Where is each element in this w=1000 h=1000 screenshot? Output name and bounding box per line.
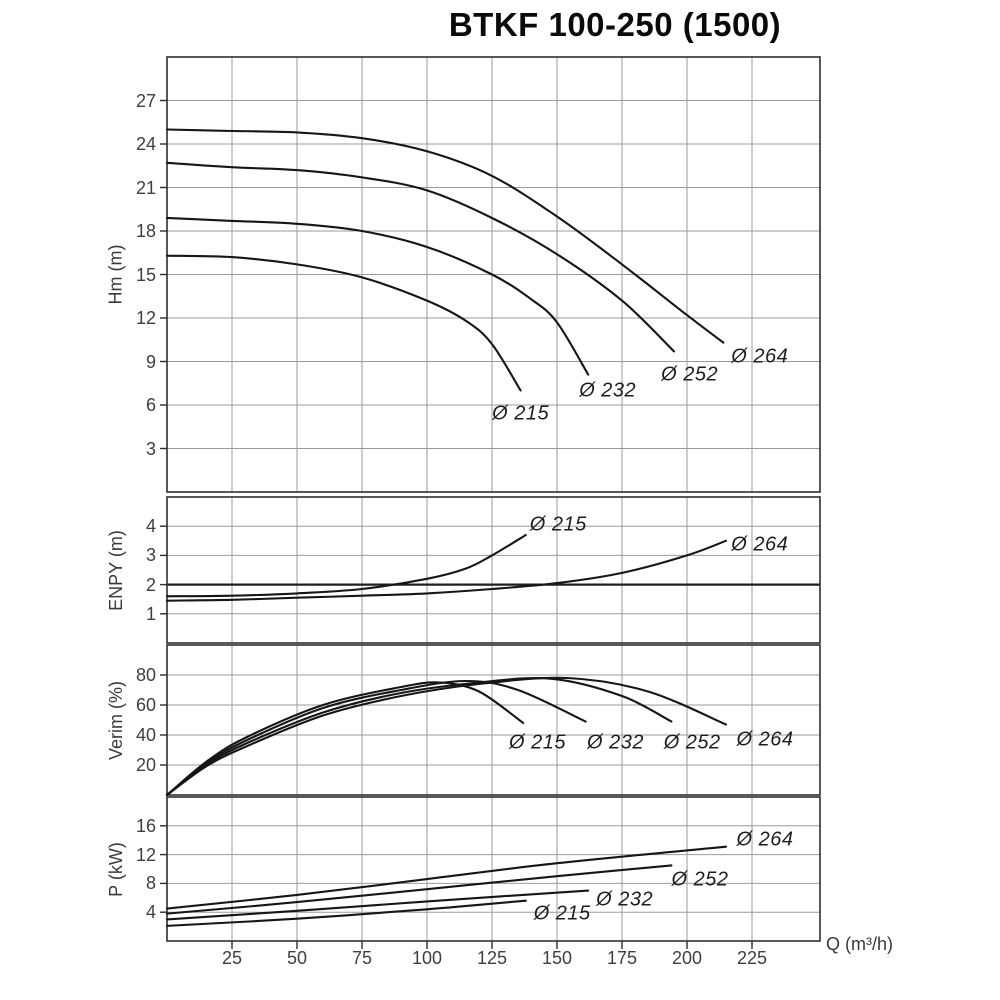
y-tick-label: 12 [135, 844, 156, 865]
y-tick-label: 24 [135, 134, 156, 154]
y-tick-label: 1 [145, 603, 156, 624]
curve-label-head-232: Ø 232 [579, 379, 637, 401]
y-tick-label: 2 [145, 574, 156, 595]
x-tick-label: 175 [606, 948, 638, 968]
y-tick-label: 16 [135, 815, 156, 836]
curve-label-head-215: Ø 215 [492, 402, 550, 425]
curve-label-efficiency-252: Ø 252 [663, 731, 721, 754]
chart-panel-power: P (kW) 4 8 12 16 Ø 264 Ø 252 Ø 232 Ø 215 25 50 75 1… [106, 796, 821, 968]
chart-panel-head: Hm (m) 3 6 9 12 15 18 21 24 27 Ø 264 Ø 252 Ø 232 Ø 2… [106, 56, 821, 493]
curve-label-power-252: Ø 252 [671, 868, 729, 891]
plot-border [166, 644, 821, 796]
curve-label-head-264: Ø 264 [731, 345, 789, 368]
y-tick-label: 15 [135, 264, 156, 285]
curve-label-efficiency-232: Ø 232 [587, 731, 644, 754]
y-tick-label: 12 [135, 308, 156, 328]
y-tick-label: 18 [135, 221, 156, 241]
curve-label-power-215: Ø 215 [533, 902, 591, 925]
efficiency-plot-svg [160, 644, 821, 797]
curve-label-npsh-264: Ø 264 [731, 533, 789, 556]
curve-label-efficiency-264: Ø 264 [736, 728, 794, 750]
curve-head-215 [165, 254, 522, 392]
x-tick-label: 50 [286, 948, 308, 968]
curve-npsh-264 [165, 539, 728, 602]
plot-border [166, 496, 821, 644]
y-tick-label: 8 [145, 873, 156, 894]
curve-efficiency-215 [165, 681, 525, 797]
curve-label-npsh-215: Ø 215 [529, 513, 587, 536]
x-tick-label: 200 [671, 948, 703, 968]
curve-power-264 [165, 845, 728, 910]
y-tick-label: 21 [135, 177, 156, 198]
curve-head-232 [165, 216, 590, 376]
y-tick-label: 27 [135, 90, 156, 111]
plot-border [166, 56, 821, 493]
curve-efficiency-232 [165, 679, 587, 797]
y-tick-label: 9 [145, 351, 156, 372]
y-tick-label: 6 [145, 395, 156, 415]
curve-head-264 [165, 128, 725, 344]
x-tick-label: 100 [411, 948, 443, 968]
y-tick-label: 20 [135, 755, 156, 775]
y-tick-label: 80 [135, 665, 156, 685]
plot-border [166, 796, 821, 942]
y-tick-label: 3 [145, 438, 156, 459]
curve-efficiency-264 [165, 676, 728, 797]
curve-label-efficiency-215: Ø 215 [509, 731, 566, 754]
x-tick-label: 225 [736, 948, 768, 968]
chart-title: BTKF 100-250 (1500) [448, 6, 782, 43]
y-tick-label: 4 [145, 516, 156, 537]
x-tick-label: 25 [221, 948, 243, 968]
x-tick-label: 125 [476, 948, 508, 968]
y-tick-label: 4 [145, 902, 156, 923]
power-plot-svg [160, 796, 821, 949]
x-axis-unit-label: Q (m³/h) [826, 934, 893, 954]
y-tick-label: 3 [145, 545, 156, 566]
curve-power-252 [165, 864, 673, 915]
npsh-plot-svg [160, 496, 821, 644]
curve-power-232 [165, 889, 590, 921]
curve-power-215 [165, 899, 527, 927]
y-tick-label: 60 [135, 695, 156, 715]
x-tick-label: 75 [351, 948, 373, 968]
x-tick-label: 150 [541, 948, 573, 968]
curve-label-head-252: Ø 252 [661, 363, 719, 386]
curve-efficiency-252 [165, 677, 673, 797]
curve-npsh-215 [165, 533, 527, 598]
head-plot-svg [160, 56, 821, 493]
curve-head-252 [165, 161, 676, 353]
curve-label-power-232: Ø 232 [596, 888, 654, 911]
y-tick-label: 40 [135, 725, 156, 745]
curve-label-power-264: Ø 264 [736, 828, 794, 851]
chart-panel-efficiency: Verim (%) 20 40 60 80 Ø 264 Ø 252 Ø 232 Ø 215 [106, 644, 821, 797]
